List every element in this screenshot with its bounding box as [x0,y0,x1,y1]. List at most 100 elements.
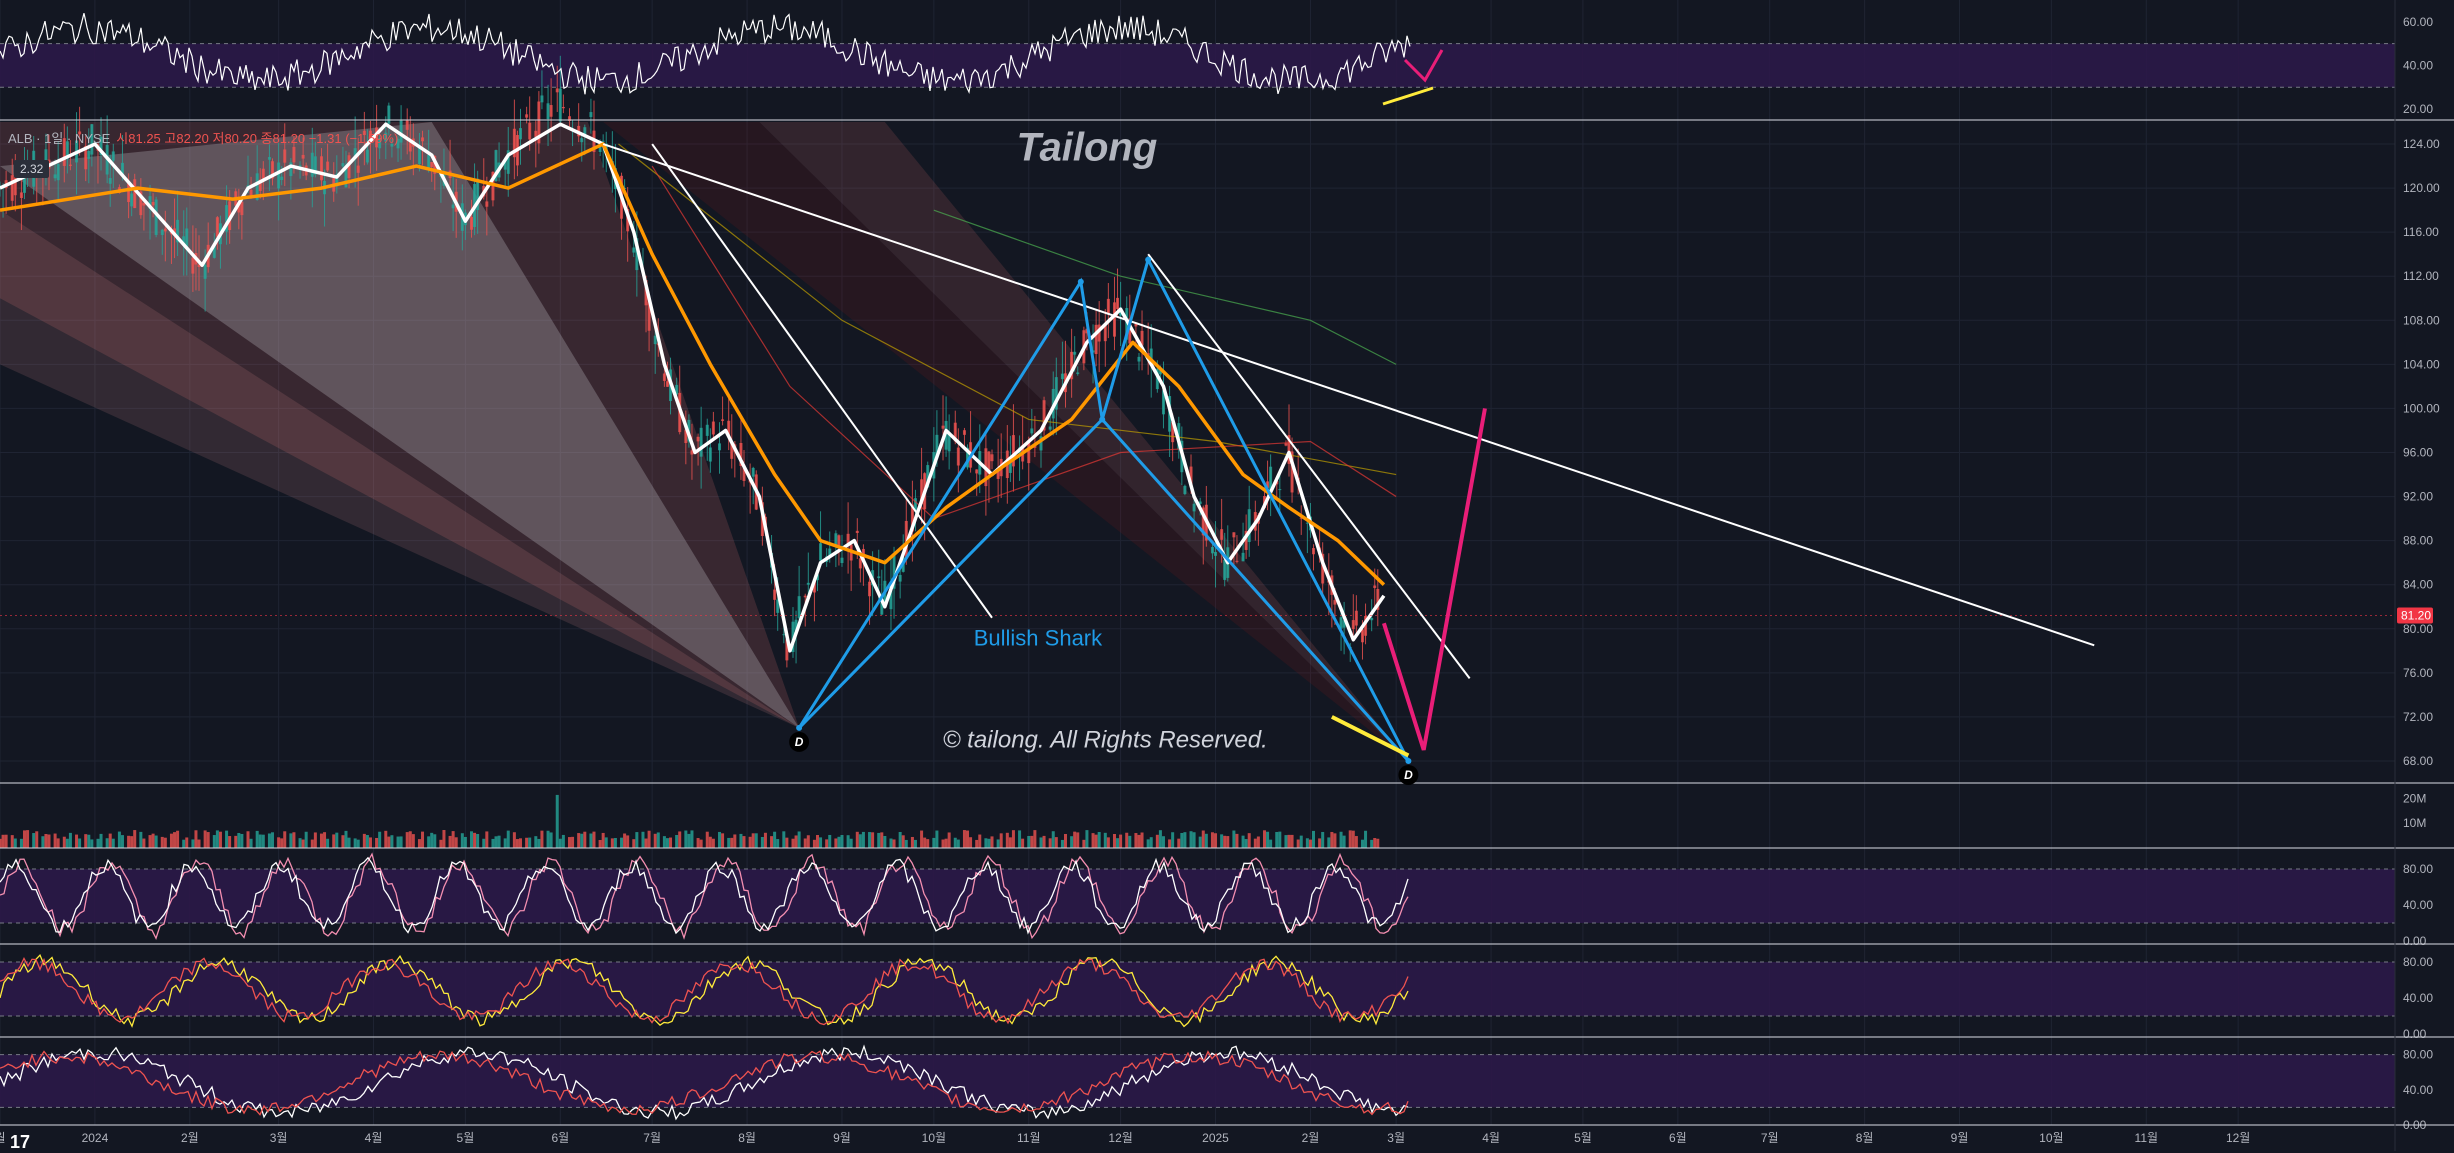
projection-path [1382,408,1487,751]
price-line-white [0,122,1386,653]
volume-bar-103 [439,839,443,848]
volume-bar-313 [1339,831,1343,848]
candle-body-4 [13,172,17,196]
candle-body-226 [966,447,970,468]
volume-bar-185 [791,838,795,848]
candle-body-3 [10,175,14,201]
volume-bar-90 [384,830,388,848]
rsi-line [0,13,1411,95]
time-axis[interactable]: 월 2024 2월 3월 4월 5월 6월 7월 8월 9월 10월 11월 12월 2025 2월 3월 4월… [0,1131,2250,1145]
volume-bar-14 [56,838,60,848]
volume-bar-137 [583,831,587,848]
volume-bar-271 [1158,830,1162,848]
volume-bar-67 [283,831,287,848]
symbol-label[interactable]: ALB · 1일 · NYSE [8,131,111,146]
price-tick-11: 112.00 [2403,269,2439,283]
candle-body-130 [555,88,559,93]
candle-body-148 [632,247,636,253]
symbol-header[interactable]: ALB · 1일 · NYSE 시81.25 고82.20 저80.20 종81… [8,128,398,147]
volume-bar-180 [770,836,774,848]
shark-point-2 [1099,416,1106,423]
candle-body-256 [1094,324,1098,355]
candle-body-37 [154,199,158,235]
volume-bar-164 [699,839,703,848]
volume-bar-34 [142,838,146,848]
tradingview-logo[interactable]: 17 [10,1132,31,1152]
volume-bar-160 [684,830,688,848]
volume-bar-274 [1171,832,1175,848]
candle-body-126 [537,101,541,144]
candle-body-266 [1137,356,1141,362]
candle-body-299 [1278,489,1282,491]
candle-body-73 [310,152,314,177]
price-pane[interactable] [0,55,2395,668]
volume-bar-273 [1168,839,1172,848]
candle-body-272 [1161,390,1165,415]
indicator-badge: 2.32 [14,160,50,178]
stochastic_mid-tick-0: 80.00 [2403,955,2433,969]
candle-body-169 [721,419,725,421]
candle-body-220 [941,425,945,429]
candle-body-16 [65,141,69,159]
candle-body-13 [53,174,57,179]
volume-bar-167 [711,838,715,848]
candle-body-197 [840,557,844,564]
candle-body-56 [237,202,241,213]
volume-bar-229 [978,834,982,848]
candle-body-191 [815,574,819,581]
candle-body-318 [1360,629,1364,643]
volume-bar-184 [785,837,789,848]
volume-bar-150 [641,831,645,848]
volume-bar-246 [1051,831,1055,848]
candle-body-260 [1112,302,1116,337]
volume-bar-136 [580,833,584,848]
volume-bar-303 [1296,839,1300,848]
volume-bar-119 [506,830,510,848]
candle-body-85 [362,130,366,136]
volume-bar-116 [494,836,498,848]
volume-bar-300 [1284,835,1288,848]
price-tick-14: 124.00 [2403,137,2440,151]
drawings-layer[interactable] [602,143,2095,764]
volume-bar-58 [246,831,250,848]
price-tick-3: 80.00 [2403,622,2433,636]
candle-body-137 [583,127,587,136]
candle-body-252 [1076,372,1080,374]
candle-body-174 [742,464,746,481]
candle-body-122 [518,128,522,140]
candle-body-183 [782,634,786,636]
volume-bar-182 [776,839,780,848]
volume-bar-244 [1042,835,1046,848]
volume-bar-283 [1210,832,1214,848]
volume-bar-120 [512,832,516,848]
volume-bar-307 [1311,830,1315,848]
volume-bar-268 [1146,839,1150,848]
volume-bar-231 [987,838,991,848]
volume-bar-173 [739,833,743,848]
volume-bar-20 [84,834,88,848]
candle-body-280 [1198,501,1202,504]
volume-bar-0 [0,838,2,848]
candle-body-43 [182,236,186,246]
volume-bar-277 [1183,832,1187,848]
candle-body-42 [176,219,180,243]
time-tick-19: 7월 [1761,1131,1779,1145]
candle-body-214 [913,498,917,512]
volume-bar-76 [323,832,327,848]
volume-bar-2 [4,834,8,848]
volume-bar-235 [1005,832,1009,848]
price-axis[interactable]: 68.00 72.00 76.00 80.00 84.00 88.00 92.00 96.00… [2397,15,2440,1132]
price-tick-13: 120.00 [2403,181,2440,195]
candle-body-39 [163,228,167,232]
candle-body-210 [898,574,902,582]
indicator-bands [0,43,2395,1108]
candle-body-248 [1060,373,1064,380]
volume-bar-41 [173,832,177,848]
volume-bar-145 [620,837,624,848]
time-tick-4: 4월 [365,1131,383,1145]
volume-bar-255 [1091,833,1095,848]
volume-bar-242 [1033,830,1037,848]
candle-body-213 [910,504,914,532]
volume-bar-230 [984,838,988,848]
